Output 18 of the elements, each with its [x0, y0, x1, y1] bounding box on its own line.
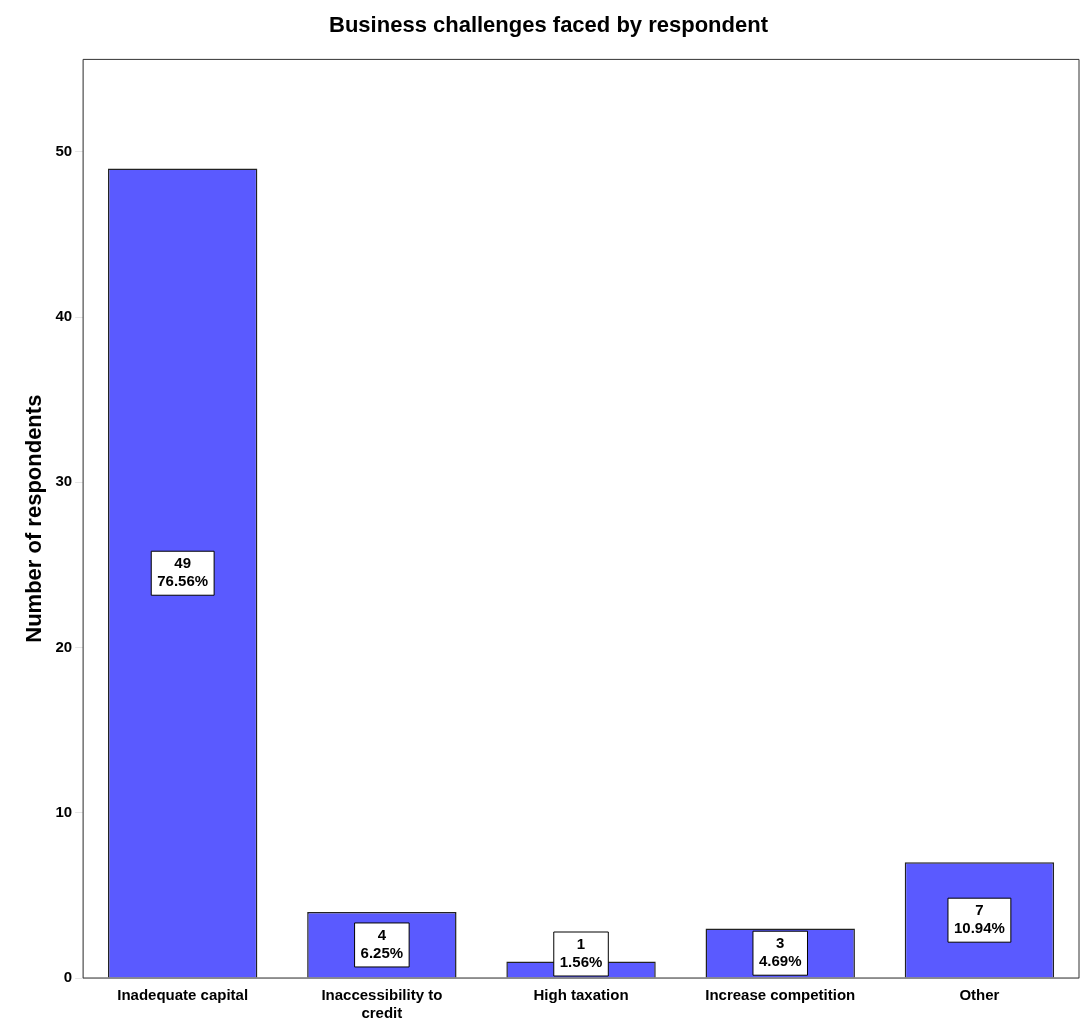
y-axis-title: Number of respondents — [21, 394, 47, 643]
y-tick-label: 40 — [55, 307, 73, 325]
x-tick-label: Other — [959, 986, 1000, 1004]
data-label: 7 10.94% — [953, 901, 1005, 937]
y-tick-label: 50 — [55, 142, 73, 160]
y-tick-label: 20 — [55, 637, 73, 655]
data-label: 3 4.69% — [758, 934, 802, 970]
x-tick-label: Increase competition — [705, 986, 856, 1004]
data-label: 1 1.56% — [559, 935, 603, 971]
x-tick-label: Inadequate capital — [117, 986, 249, 1004]
chart-title: Business challenges faced by respondent — [329, 12, 769, 38]
data-label: 49 76.56% — [157, 554, 209, 590]
y-tick-label: 10 — [55, 802, 73, 820]
x-tick-label: Inaccessibility to credit — [321, 986, 443, 1022]
y-tick-label: 30 — [55, 472, 73, 490]
y-tick-label: 0 — [63, 968, 73, 986]
x-tick-label: High taxation — [533, 986, 629, 1004]
data-label: 4 6.25% — [360, 926, 404, 962]
